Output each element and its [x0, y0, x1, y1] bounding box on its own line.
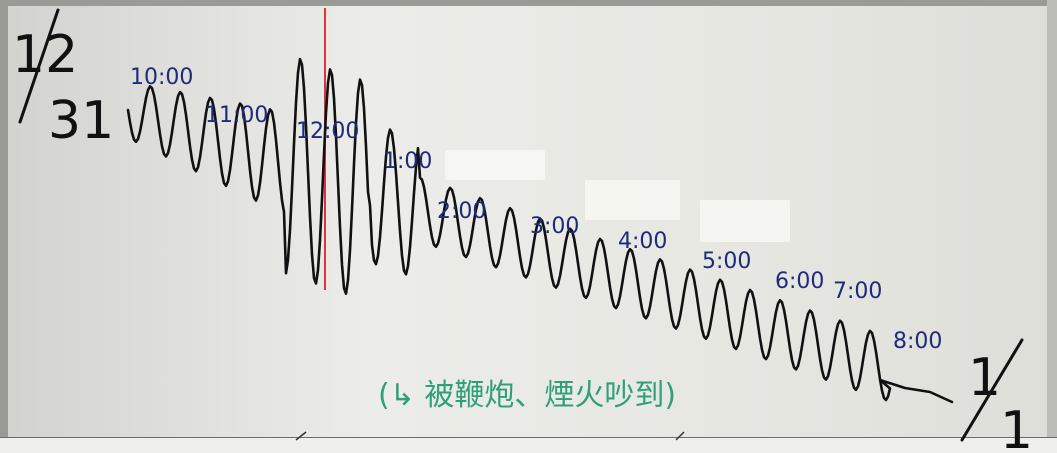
date-start-slash [18, 8, 60, 124]
time-label-11: 11:00 [205, 103, 268, 128]
tick-mark [675, 431, 685, 441]
wave-trace [126, 57, 954, 404]
time-label-6: 6:00 [775, 269, 824, 294]
time-label-8: 8:00 [893, 329, 942, 354]
tape-patch [445, 150, 545, 180]
tape-patch [700, 200, 790, 242]
tape-patch [585, 180, 680, 220]
paper-fold-line [0, 437, 1057, 453]
time-label-3: 3:00 [530, 214, 579, 239]
time-label-7: 7:00 [833, 279, 882, 304]
date-end-top: 1 [968, 348, 1001, 408]
date-end-slash [960, 338, 1024, 442]
time-label-10: 10:00 [130, 65, 193, 90]
tick-mark [295, 431, 307, 441]
time-label-1: 1:00 [383, 149, 432, 174]
date-start-bottom: 31 [48, 91, 114, 151]
annotation-note: (↳ 被鞭炮、煙火吵到) [378, 378, 676, 413]
date-start-top: 12 [12, 25, 78, 85]
paper-top-edge [0, 0, 1057, 6]
paper-left-edge [0, 0, 8, 453]
date-end-bottom: 1 [1000, 401, 1033, 453]
paper-right-edge [1047, 0, 1057, 453]
time-label-5: 5:00 [702, 249, 751, 274]
time-label-2: 2:00 [437, 199, 486, 224]
time-label-12: 12:00 [296, 119, 359, 144]
time-label-4: 4:00 [618, 229, 667, 254]
